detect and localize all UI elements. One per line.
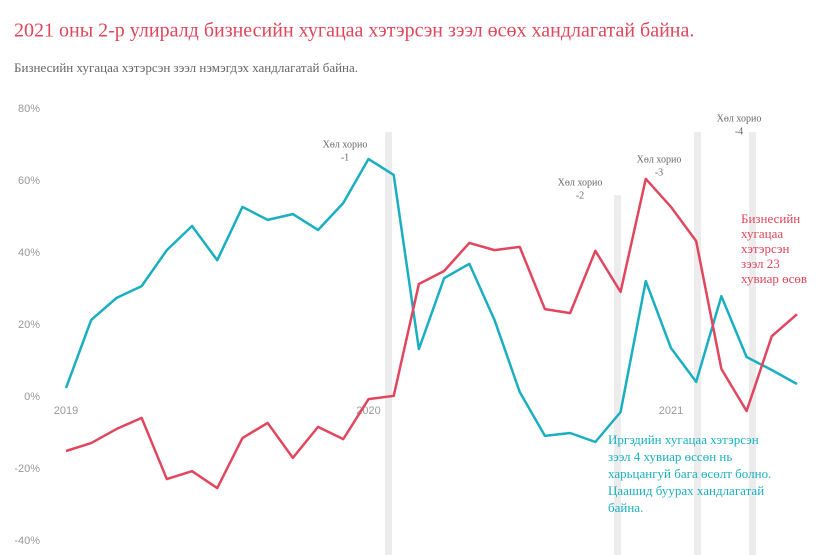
y-tick-label: 80% bbox=[18, 103, 40, 115]
y-tick-label: -20% bbox=[14, 463, 40, 475]
lockdown-band bbox=[694, 132, 701, 555]
x-tick-label: 2019 bbox=[54, 405, 78, 417]
y-tick-label: 0% bbox=[24, 391, 40, 403]
annotation: байна. bbox=[608, 500, 643, 515]
lockdown-band bbox=[749, 132, 756, 555]
data-line bbox=[64, 157, 798, 444]
annotation: -1 bbox=[341, 152, 349, 163]
annotation: Хөл хорио bbox=[323, 139, 368, 150]
annotation: -2 bbox=[576, 190, 584, 201]
annotation: харьцангуй бага өсөлт болно. bbox=[608, 466, 771, 481]
annotation: Хөл хорио bbox=[637, 154, 682, 165]
annotation: Хөл хорио bbox=[558, 177, 603, 188]
annotation: Хөл хорио bbox=[717, 113, 762, 124]
y-tick-label: 40% bbox=[18, 247, 40, 259]
lockdown-bands bbox=[385, 132, 756, 555]
annotation: зээл 23 bbox=[741, 256, 780, 271]
x-tick-label: 2021 bbox=[659, 405, 683, 417]
y-tick-label: 60% bbox=[18, 175, 40, 187]
annotation: Цаашид буурах хандлагатай bbox=[608, 483, 764, 498]
data-line bbox=[65, 177, 798, 490]
lockdown-band bbox=[614, 195, 621, 555]
annotation: хугацаа bbox=[741, 226, 783, 241]
lockdown-band bbox=[385, 132, 392, 555]
chart-subtitle: Бизнесийн хугацаа хэтэрсэн зээл нэмэгдэх… bbox=[14, 60, 358, 75]
annotation: -3 bbox=[655, 167, 663, 178]
annotation: Бизнесийн bbox=[741, 211, 800, 226]
annotation: зээл 4 хувиар өссөн нь bbox=[608, 449, 732, 464]
annotation: хувиар өсөв bbox=[741, 271, 807, 286]
annotation: хэтэрсэн bbox=[741, 241, 790, 256]
y-tick-label: -40% bbox=[14, 535, 40, 547]
chart-title: 2021 оны 2-р улиралд бизнесийн хугацаа х… bbox=[14, 20, 694, 42]
annotation: Иргэдийн хугацаа хэтэрсэн bbox=[608, 432, 759, 447]
y-tick-label: 20% bbox=[18, 319, 40, 331]
annotation: -4 bbox=[735, 126, 743, 137]
